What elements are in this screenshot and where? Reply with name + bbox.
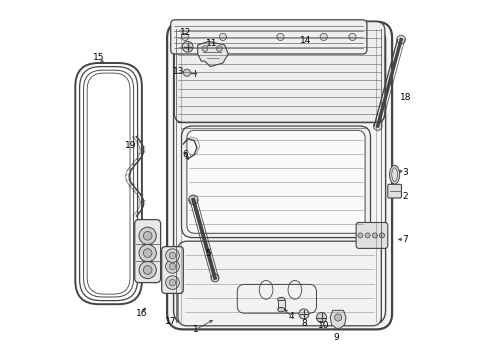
FancyBboxPatch shape [162, 247, 183, 293]
Ellipse shape [389, 165, 399, 184]
Text: 2: 2 [401, 192, 407, 201]
Text: 18: 18 [399, 93, 411, 102]
Circle shape [169, 263, 175, 270]
FancyBboxPatch shape [186, 130, 365, 233]
Circle shape [396, 35, 405, 44]
Text: 11: 11 [205, 40, 217, 49]
Text: 3: 3 [401, 168, 407, 177]
Circle shape [139, 244, 156, 262]
Circle shape [143, 249, 152, 257]
Text: 13: 13 [173, 68, 184, 77]
Circle shape [348, 33, 355, 41]
Circle shape [169, 252, 175, 259]
Circle shape [183, 69, 190, 76]
Circle shape [143, 231, 152, 240]
FancyBboxPatch shape [167, 22, 391, 329]
Text: 19: 19 [125, 141, 137, 150]
Circle shape [365, 233, 369, 238]
Circle shape [211, 274, 219, 282]
Circle shape [202, 46, 207, 51]
Circle shape [334, 314, 341, 321]
Circle shape [373, 122, 381, 130]
Circle shape [371, 233, 377, 238]
Text: 12: 12 [180, 28, 191, 37]
Circle shape [379, 233, 384, 238]
Circle shape [276, 33, 284, 41]
Circle shape [320, 33, 326, 41]
Circle shape [188, 195, 198, 204]
FancyBboxPatch shape [355, 222, 387, 248]
Polygon shape [197, 41, 228, 67]
Circle shape [216, 46, 222, 51]
Text: 14: 14 [300, 36, 311, 45]
FancyBboxPatch shape [387, 184, 401, 198]
Text: 15: 15 [93, 53, 104, 62]
FancyBboxPatch shape [170, 20, 366, 54]
FancyBboxPatch shape [178, 241, 381, 326]
Text: 6: 6 [182, 150, 187, 159]
FancyBboxPatch shape [134, 220, 160, 283]
Text: 4: 4 [288, 312, 293, 321]
Text: 5: 5 [205, 249, 211, 258]
Text: 9: 9 [333, 333, 339, 342]
FancyBboxPatch shape [277, 300, 284, 310]
Circle shape [169, 279, 175, 286]
Text: 7: 7 [401, 235, 407, 244]
Ellipse shape [277, 307, 284, 312]
Text: 17: 17 [164, 317, 176, 325]
FancyBboxPatch shape [174, 22, 384, 122]
Circle shape [165, 260, 179, 273]
Circle shape [219, 33, 226, 41]
Circle shape [143, 266, 152, 274]
Circle shape [139, 227, 156, 244]
Circle shape [357, 233, 362, 238]
FancyBboxPatch shape [181, 126, 370, 238]
Circle shape [165, 249, 179, 262]
Circle shape [316, 312, 326, 323]
Circle shape [182, 41, 193, 52]
Ellipse shape [277, 297, 284, 302]
Polygon shape [329, 310, 346, 328]
Circle shape [181, 33, 188, 41]
Text: 8: 8 [301, 320, 306, 328]
Text: 16: 16 [136, 309, 147, 318]
Circle shape [139, 261, 156, 279]
Text: 10: 10 [317, 321, 329, 330]
Text: 1: 1 [193, 325, 198, 334]
Circle shape [165, 276, 179, 289]
Circle shape [298, 309, 308, 319]
